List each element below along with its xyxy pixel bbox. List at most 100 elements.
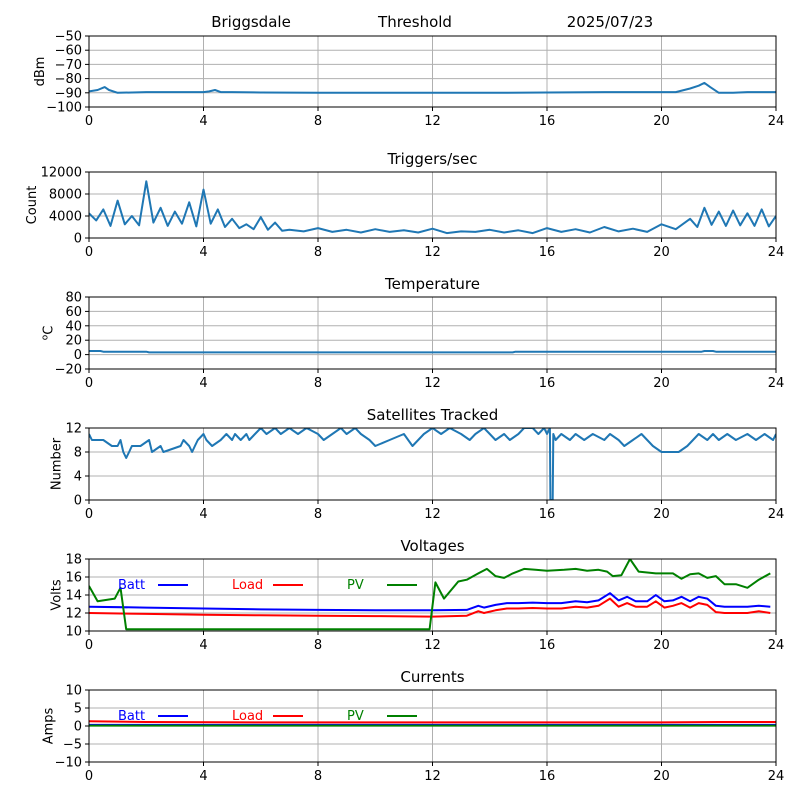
legend-label: Batt bbox=[118, 709, 145, 724]
legend-label: PV bbox=[347, 709, 364, 724]
header-mode: Threshold bbox=[377, 13, 452, 31]
x-tick-label: 0 bbox=[85, 769, 93, 784]
y-axis-label: Volts bbox=[50, 579, 65, 611]
x-tick-label: 8 bbox=[314, 507, 322, 522]
x-tick-label: 16 bbox=[539, 507, 556, 522]
x-tick-label: 20 bbox=[653, 769, 670, 784]
x-tick-label: 4 bbox=[199, 769, 207, 784]
x-tick-label: 20 bbox=[653, 638, 670, 653]
x-tick-label: 16 bbox=[539, 376, 556, 391]
x-tick-label: 0 bbox=[85, 507, 93, 522]
x-tick-label: 8 bbox=[314, 376, 322, 391]
x-tick-label: 16 bbox=[539, 245, 556, 260]
header-date: 2025/07/23 bbox=[567, 13, 653, 31]
y-tick-label: 0 bbox=[74, 232, 82, 247]
y-tick-label: 0 bbox=[74, 720, 82, 735]
y-tick-label: 5 bbox=[74, 702, 82, 717]
x-tick-label: 24 bbox=[768, 769, 785, 784]
series-line bbox=[89, 428, 776, 500]
series-line bbox=[89, 559, 771, 631]
series-line bbox=[89, 597, 771, 618]
x-tick-label: 20 bbox=[653, 245, 670, 260]
x-tick-label: 8 bbox=[314, 638, 322, 653]
y-axis-label: Number bbox=[50, 437, 65, 490]
y-tick-label: −70 bbox=[55, 58, 82, 73]
x-tick-label: 16 bbox=[539, 114, 556, 129]
y-tick-label: 14 bbox=[65, 589, 82, 604]
y-axis-label: dBm bbox=[33, 57, 48, 87]
legend-label: Load bbox=[232, 709, 263, 724]
x-tick-label: 8 bbox=[314, 769, 322, 784]
y-tick-label: 10 bbox=[65, 684, 82, 699]
chart-panel: 0 4 8 12 16 20 24 −10 −5 0 5 10 Amps Currents Batt Load… bbox=[41, 668, 784, 784]
y-tick-label: 8 bbox=[74, 446, 82, 461]
y-tick-label: 12000 bbox=[41, 166, 82, 181]
x-tick-label: 24 bbox=[768, 245, 785, 260]
x-tick-label: 4 bbox=[199, 245, 207, 260]
x-tick-label: 24 bbox=[768, 638, 785, 653]
x-tick-label: 4 bbox=[199, 638, 207, 653]
chart-title: Currents bbox=[400, 668, 464, 686]
x-tick-label: 0 bbox=[85, 638, 93, 653]
y-axis-label: Count bbox=[25, 186, 40, 225]
x-tick-label: 12 bbox=[424, 114, 441, 129]
y-tick-label: −20 bbox=[55, 363, 82, 378]
y-tick-label: 40 bbox=[65, 319, 82, 334]
x-tick-label: 0 bbox=[85, 114, 93, 129]
x-tick-label: 12 bbox=[424, 507, 441, 522]
legend-label: Load bbox=[232, 578, 263, 593]
x-tick-label: 16 bbox=[539, 638, 556, 653]
y-axis-label: Amps bbox=[41, 707, 56, 744]
y-tick-label: 0 bbox=[74, 494, 82, 509]
chart-title: Voltages bbox=[400, 537, 464, 555]
x-tick-label: 8 bbox=[314, 245, 322, 260]
x-tick-label: 8 bbox=[314, 114, 322, 129]
y-tick-label: 60 bbox=[65, 305, 82, 320]
y-tick-label: 10 bbox=[65, 625, 82, 640]
series-line bbox=[89, 350, 776, 354]
chart-title: Temperature bbox=[384, 275, 480, 293]
header-site: Briggsdale bbox=[211, 13, 291, 31]
x-tick-label: 0 bbox=[85, 376, 93, 391]
x-tick-label: 24 bbox=[768, 376, 785, 391]
x-tick-label: 20 bbox=[653, 507, 670, 522]
x-tick-label: 16 bbox=[539, 769, 556, 784]
x-tick-label: 4 bbox=[199, 376, 207, 391]
y-tick-label: −80 bbox=[55, 72, 82, 87]
y-tick-label: −60 bbox=[55, 44, 82, 59]
y-tick-label: 12 bbox=[65, 607, 82, 622]
x-tick-label: 12 bbox=[424, 245, 441, 260]
y-tick-label: −50 bbox=[55, 30, 82, 45]
chart-title: Triggers/sec bbox=[387, 150, 478, 168]
y-tick-label: −10 bbox=[55, 756, 82, 771]
x-tick-label: 4 bbox=[199, 114, 207, 129]
y-tick-label: 4000 bbox=[49, 210, 82, 225]
series-line bbox=[89, 180, 776, 235]
x-tick-label: 24 bbox=[768, 507, 785, 522]
x-tick-label: 12 bbox=[424, 769, 441, 784]
x-tick-label: 0 bbox=[85, 245, 93, 260]
y-tick-label: 20 bbox=[65, 334, 82, 349]
x-tick-label: 24 bbox=[768, 114, 785, 129]
y-tick-label: 0 bbox=[74, 348, 82, 363]
x-tick-label: 20 bbox=[653, 376, 670, 391]
y-tick-label: 8000 bbox=[49, 188, 82, 203]
y-tick-label: 4 bbox=[74, 470, 82, 485]
chart-title: Satellites Tracked bbox=[367, 406, 498, 424]
y-tick-label: 16 bbox=[65, 571, 82, 586]
x-tick-label: 4 bbox=[199, 507, 207, 522]
y-axis-label: oC bbox=[40, 326, 56, 341]
y-tick-label: −90 bbox=[55, 86, 82, 101]
y-tick-label: 18 bbox=[65, 553, 82, 568]
y-tick-label: −5 bbox=[63, 738, 82, 753]
series-line bbox=[89, 720, 776, 724]
y-tick-label: 80 bbox=[65, 291, 82, 306]
legend-label: PV bbox=[347, 578, 364, 593]
y-tick-label: −100 bbox=[46, 101, 82, 116]
